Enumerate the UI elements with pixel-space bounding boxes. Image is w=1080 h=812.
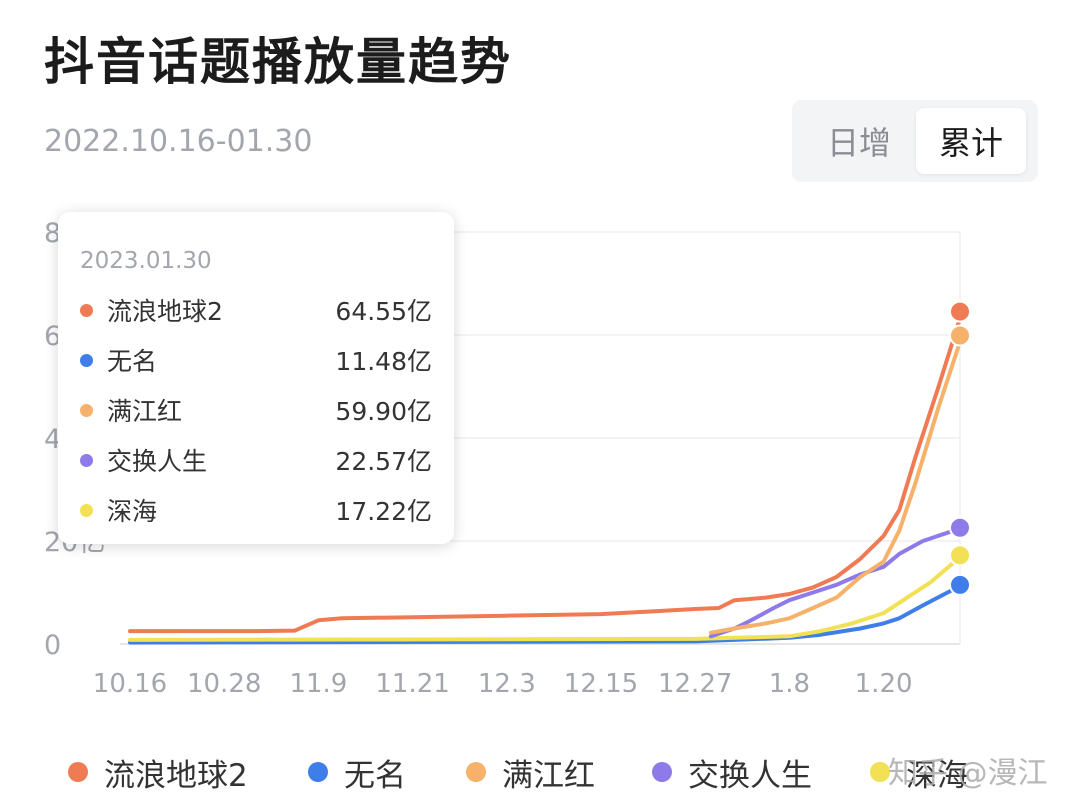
legend-dot [652,762,672,782]
x-tick-label: 12.15 [564,669,638,699]
legend-item-liulangdiqiu2[interactable]: 流浪地球2 [68,752,248,794]
date-range: 2022.10.16-01.30 [44,124,313,159]
tooltip-series-value: 64.55亿 [335,297,432,326]
x-tick-label: 1.20 [855,669,913,699]
legend-label: 满江红 [502,757,595,794]
tooltip-series-name: 流浪地球2 [107,297,223,326]
tooltip-series-name: 深海 [107,497,158,526]
tooltip-series-value: 11.48亿 [335,347,432,376]
series-line [128,309,965,634]
tooltip-dot [80,353,93,367]
y-tick-label: 0 [44,630,61,661]
x-tick-label: 1.8 [769,669,810,699]
legend-label: 无名 [344,757,406,794]
series-line [708,525,965,639]
x-tick-label: 10.16 [93,669,167,699]
tooltip-series-name: 满江红 [107,397,183,426]
tooltip-dot [80,453,93,467]
tooltip-row: 交换人生 22.57亿 [80,440,432,480]
series-line [128,553,965,642]
series-endpoint [949,573,971,596]
series-endpoint [949,300,971,323]
tooltip-series-value: 17.22亿 [335,497,432,526]
tooltip-dot [80,503,93,517]
toggle-cumulative-button[interactable]: 累计 [916,108,1026,174]
legend-item-wuming[interactable]: 无名 [308,752,406,794]
x-tick-label: 11.21 [375,669,449,699]
tooltip-date: 2023.01.30 [80,248,212,274]
tooltip-row: 满江红 59.90亿 [80,390,432,430]
watermark: 知乎 @漫江 [888,756,1048,791]
tooltip-dot [80,303,93,317]
tooltip-dot [80,403,93,417]
tooltip-row: 无名 11.48亿 [80,340,432,380]
legend-label: 流浪地球2 [104,757,248,794]
tooltip-series-name: 交换人生 [107,447,208,476]
x-tick-label: 10.28 [187,669,261,699]
legend-item-shenhai[interactable]: 深海 [870,752,968,794]
page-title: 抖音话题播放量趋势 [44,33,512,91]
legend-item-jiaohuanrensheng[interactable]: 交换人生 [652,752,812,794]
x-tick-label: 11.9 [289,669,347,699]
legend-label: 交换人生 [688,757,812,794]
series-line [708,333,965,635]
series-endpoint [949,544,971,567]
tooltip-series-value: 22.57亿 [335,447,432,476]
view-toggle: 日增 累计 [792,100,1038,182]
legend-dot [68,762,88,782]
chart-tooltip: 2023.01.30 流浪地球2 64.55亿无名 11.48亿满江红 59.90亿交… [58,212,454,544]
legend-item-manjianghong[interactable]: 满江红 [466,752,595,794]
series-endpoint [949,516,971,539]
series-endpoint [949,324,971,347]
legend-dot [870,762,890,782]
legend-dot [466,762,486,782]
legend-label: 深海 [906,757,968,794]
x-tick-label: 12.3 [478,669,536,699]
toggle-daily-button[interactable]: 日增 [826,124,891,162]
tooltip-series-value: 59.90亿 [335,397,432,426]
tooltip-row: 流浪地球2 64.55亿 [80,290,432,330]
legend-dot [308,762,328,782]
series-line [128,582,965,645]
tooltip-row: 深海 17.22亿 [80,490,432,530]
x-tick-label: 12.27 [658,669,732,699]
tooltip-series-name: 无名 [107,347,158,376]
